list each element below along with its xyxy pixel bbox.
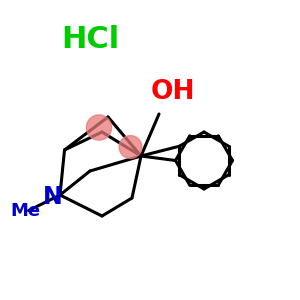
Text: HCl: HCl [61, 25, 119, 53]
Text: N: N [43, 184, 62, 208]
Circle shape [119, 136, 142, 158]
Text: OH: OH [150, 79, 195, 104]
Text: Me: Me [11, 202, 40, 220]
Circle shape [86, 115, 112, 140]
